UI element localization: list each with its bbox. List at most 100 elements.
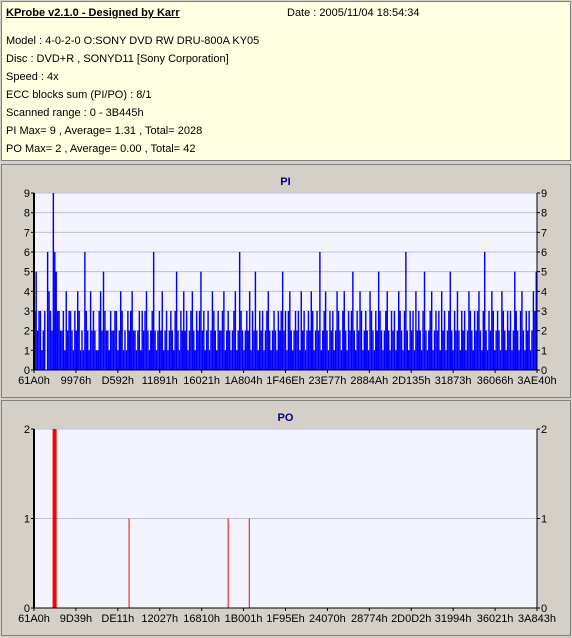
bar (41, 350, 43, 370)
bar (451, 330, 453, 370)
bar (459, 350, 462, 370)
bar (69, 311, 72, 370)
bar (197, 330, 199, 370)
bar (130, 311, 132, 370)
bar (35, 271, 37, 370)
bar (333, 350, 335, 370)
bar (312, 311, 314, 370)
bar (372, 330, 374, 370)
bar (97, 350, 99, 370)
bar (42, 330, 45, 370)
bar (518, 350, 520, 370)
bar (91, 330, 93, 370)
x-tick-label: D592h (102, 375, 134, 387)
bar (254, 271, 257, 370)
bar (392, 330, 394, 370)
bar (413, 350, 416, 370)
bar (462, 330, 464, 370)
bar (258, 311, 261, 370)
bar (494, 350, 496, 370)
bar (79, 350, 82, 370)
bar (257, 350, 259, 370)
x-tick-label: DE11h (101, 613, 134, 625)
bar (519, 311, 522, 370)
bar (501, 291, 503, 370)
bar (160, 330, 162, 370)
bar (455, 330, 457, 370)
bar (215, 350, 218, 370)
bar (445, 350, 447, 370)
x-tick-label: 61A0h (18, 375, 50, 387)
bar (46, 252, 49, 370)
bar (236, 350, 238, 370)
bar (213, 311, 215, 370)
x-tick-label: 36066h (477, 375, 514, 387)
bar (114, 311, 116, 370)
x-tick-label: 1B001h (225, 613, 263, 625)
bar (327, 350, 330, 370)
y-tick-label: 1 (24, 345, 30, 357)
bar (416, 330, 419, 370)
bar (304, 350, 307, 370)
bar (180, 311, 182, 370)
bar (177, 330, 179, 370)
bar (449, 271, 452, 370)
info-scanned-range: Scanned range : 0 - 3B445h (6, 107, 144, 119)
bar (515, 311, 517, 370)
bar (78, 311, 80, 370)
bar (425, 330, 427, 370)
y-tick-label-right: 0 (541, 365, 547, 377)
bar (89, 291, 92, 370)
bar (448, 311, 450, 370)
bar (402, 350, 404, 370)
bar (386, 291, 388, 370)
bar (267, 291, 270, 370)
bar (82, 350, 85, 370)
bar (498, 330, 500, 370)
bar (403, 311, 406, 370)
bar (64, 350, 66, 370)
bar (190, 311, 192, 370)
bar (165, 311, 168, 370)
bar (228, 330, 231, 370)
bar (300, 291, 302, 370)
bar (366, 330, 368, 370)
y-tick-label: 2 (24, 326, 30, 338)
po-chart: PO 0 0 1 1 2 2 61A0h 9D39h DE11h 12027h 16810h 1B001… (18, 412, 556, 625)
bar (339, 330, 341, 370)
x-tick-label: 16810h (183, 613, 220, 625)
info-model: Model : 4-0-2-0 O:SONY DVD RW DRU-800A K… (6, 35, 260, 47)
bar (389, 350, 391, 370)
bar (461, 311, 463, 370)
bar (140, 350, 142, 370)
y-tick-label-right: 6 (541, 247, 547, 259)
bar (297, 311, 300, 370)
y-tick-label: 9 (24, 188, 30, 200)
bar (309, 330, 311, 370)
bar (435, 311, 437, 370)
bar (488, 311, 490, 370)
bar (74, 311, 76, 370)
bar (463, 311, 466, 370)
bar (248, 291, 251, 370)
bar (246, 311, 248, 370)
x-tick-label: 9D39h (60, 613, 92, 625)
x-tick-label: 11891h (142, 375, 178, 387)
bar (279, 330, 281, 370)
bar (410, 330, 413, 370)
bar (370, 311, 373, 370)
bar (95, 350, 98, 370)
bar (54, 252, 56, 370)
bar (307, 311, 310, 370)
bar (337, 311, 340, 370)
y-tick-label-right: 5 (541, 267, 547, 279)
bar (439, 350, 441, 370)
bar (506, 311, 509, 370)
bar (442, 330, 444, 370)
bar (75, 330, 77, 370)
x-tick-label: 9976h (61, 375, 92, 387)
bar (101, 330, 103, 370)
y-tick-label-right: 2 (541, 326, 547, 338)
bar (174, 311, 176, 370)
bar (485, 330, 487, 370)
